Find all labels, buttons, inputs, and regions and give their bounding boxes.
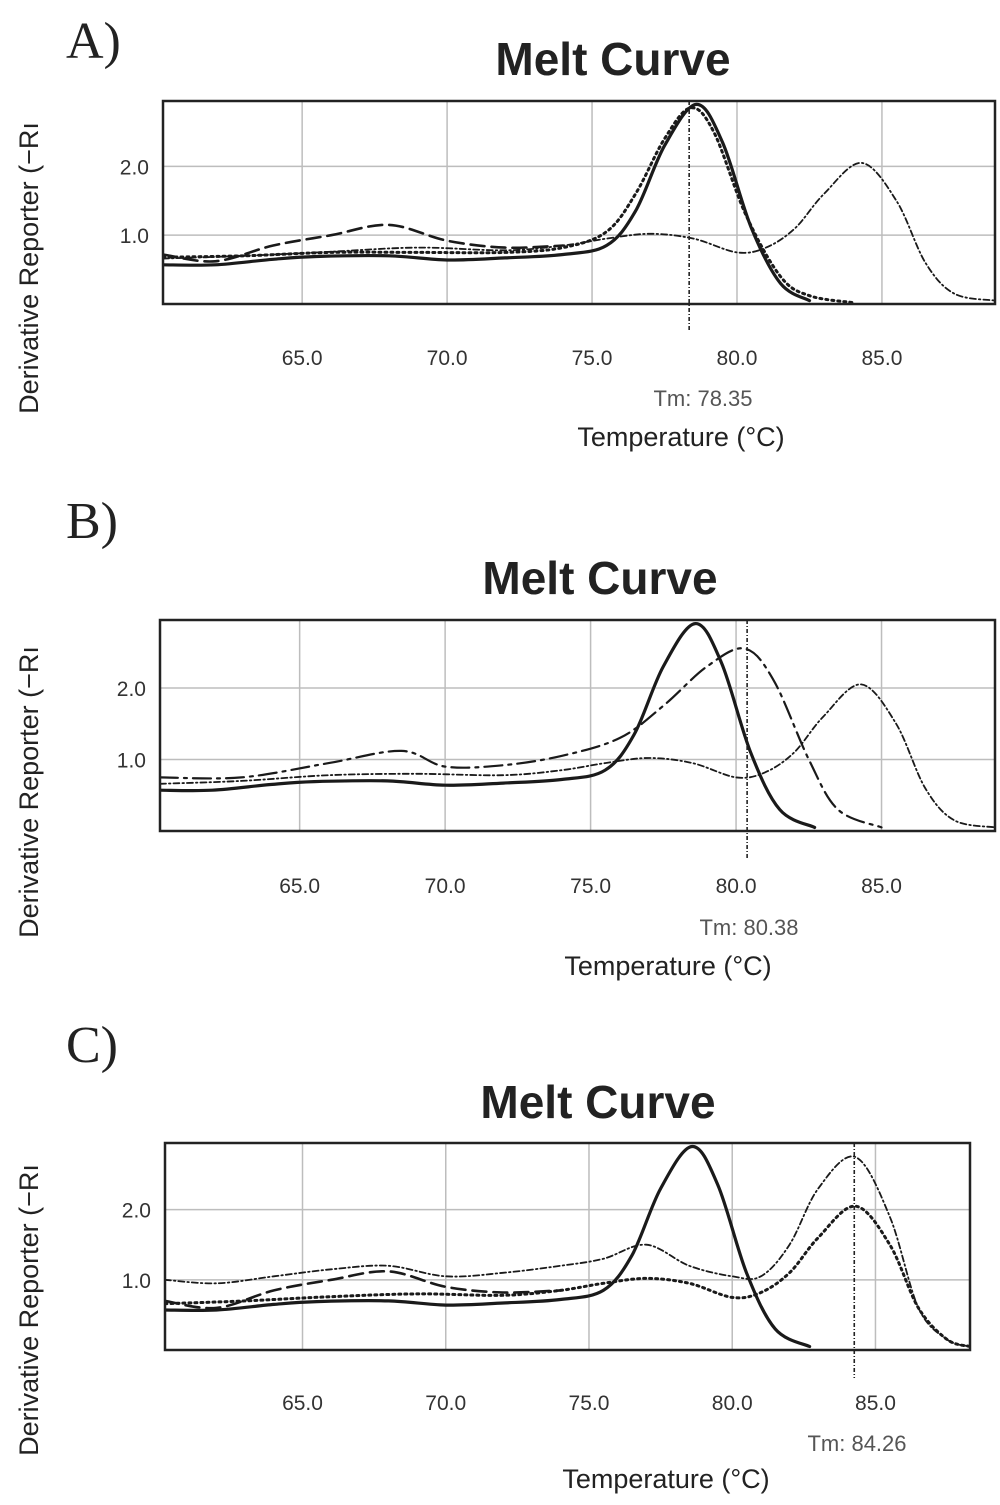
- x-tick-label: 80.0: [716, 875, 757, 898]
- y-tick-label: 1.0: [117, 749, 146, 772]
- y-axis-label-a: Derivative Reporter (−Rı: [14, 122, 44, 414]
- y-tick-label: 2.0: [120, 156, 149, 179]
- series-group: [165, 1144, 970, 1349]
- x-axis-label-c: Temperature (°C): [562, 1464, 769, 1494]
- panel-label-c: C): [66, 1017, 118, 1074]
- x-tick-label: 65.0: [282, 1392, 323, 1415]
- tm-label-b: Tm: 80.38: [699, 915, 798, 940]
- series-line-dashdot: [160, 683, 995, 829]
- y-tick-label: 1.0: [122, 1270, 151, 1293]
- panel-label-a: A): [66, 13, 121, 70]
- y-tick-label: 1.0: [120, 225, 149, 248]
- plot-frame: [163, 1141, 972, 1352]
- x-tick-label: 70.0: [425, 1392, 466, 1415]
- plot-area-b: 65.0 70.0 75.0 80.0 85.0 1.0 2.0: [117, 618, 997, 898]
- x-tick-label: 65.0: [279, 875, 320, 898]
- panel-a: A) Melt Curve Derivative Reporter (−Rı 6…: [14, 13, 997, 452]
- series-line-solid: [165, 1144, 812, 1349]
- plot-area-a: 65.0 70.0 75.0 80.0 85.0 1.0 2.0: [120, 99, 997, 370]
- x-tick-label: 70.0: [425, 875, 466, 898]
- plot-area-c: 65.0 70.0 75.0 80.0 85.0 1.0 2.0: [122, 1141, 972, 1415]
- x-tick-label: 85.0: [861, 875, 902, 898]
- series-line-dashdot: [163, 162, 995, 302]
- x-tick-label: 85.0: [862, 347, 903, 370]
- panel-label-b: B): [66, 493, 118, 550]
- y-tick-label: 2.0: [117, 678, 146, 701]
- x-tick-label: 80.0: [712, 1392, 753, 1415]
- chart-title-a: Melt Curve: [495, 33, 730, 85]
- x-tick-label: 75.0: [569, 1392, 610, 1415]
- chart-title-c: Melt Curve: [480, 1076, 715, 1128]
- x-tick-label: 75.0: [570, 875, 611, 898]
- panel-c: C) Melt Curve Derivative Reporter (−Rı 6…: [14, 1017, 972, 1494]
- series-line-longdash: [160, 647, 883, 829]
- tm-label-c: Tm: 84.26: [807, 1431, 906, 1456]
- series-line-dotted: [165, 1204, 970, 1348]
- y-axis-label-c: Derivative Reporter (−Rı: [14, 1164, 44, 1456]
- y-axis-label-b: Derivative Reporter (−Rı: [14, 646, 44, 938]
- x-tick-label: 85.0: [855, 1392, 896, 1415]
- series-group: [163, 102, 995, 304]
- x-tick-label: 65.0: [282, 347, 323, 370]
- plot-frame: [161, 99, 997, 306]
- series-group: [160, 622, 995, 829]
- chart-title-b: Melt Curve: [482, 552, 717, 604]
- series-line-dashdot: [165, 1155, 970, 1348]
- series-line-dashed: [165, 1269, 562, 1310]
- tm-label-a: Tm: 78.35: [653, 386, 752, 411]
- series-line-dashed: [163, 223, 565, 263]
- y-tick-label: 2.0: [122, 1200, 151, 1223]
- plot-frame: [158, 618, 997, 833]
- series-line-solid: [163, 102, 812, 303]
- x-tick-label: 80.0: [717, 347, 758, 370]
- x-tick-label: 70.0: [427, 347, 468, 370]
- series-line-dotted: [163, 106, 855, 304]
- panel-b: B) Melt Curve Derivative Reporter (−Rı 6…: [14, 493, 997, 981]
- x-axis-label-b: Temperature (°C): [564, 951, 771, 981]
- series-line-solid: [160, 622, 817, 829]
- x-tick-label: 75.0: [572, 347, 613, 370]
- x-axis-label-a: Temperature (°C): [577, 422, 784, 452]
